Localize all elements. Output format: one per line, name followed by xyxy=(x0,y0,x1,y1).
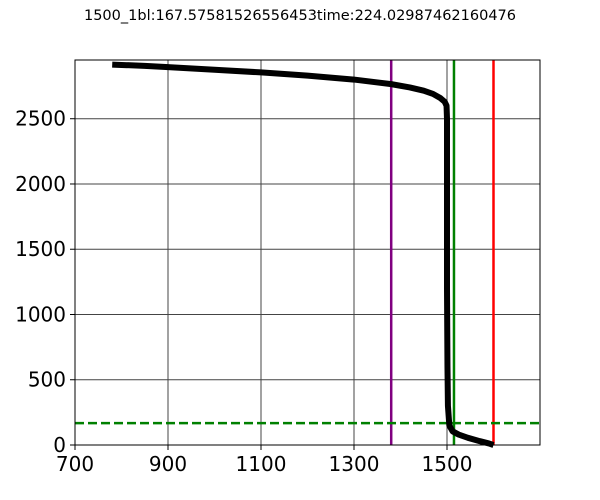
reference-lines xyxy=(75,60,540,445)
tick-labels: 700 900 1100 1300 1500 0 500 1000 1500 2000 2500 xyxy=(15,107,472,476)
chart-title: 1500_1bl:167.57581526556453time:224.0298… xyxy=(83,8,517,24)
y-tick-label: 1000 xyxy=(15,302,66,326)
y-tick-label: 2000 xyxy=(15,172,66,196)
x-tick-label: 1300 xyxy=(329,452,380,476)
x-tick-label: 1100 xyxy=(236,452,287,476)
grid-lines xyxy=(74,60,540,446)
x-tick-label: 1500 xyxy=(422,452,473,476)
plot-frame-rect xyxy=(74,59,541,446)
y-tick-label: 0 xyxy=(53,433,66,457)
y-tick-label: 1500 xyxy=(15,237,66,261)
x-tick-label: 700 xyxy=(56,452,94,476)
series-layer xyxy=(112,61,495,448)
plot-frame xyxy=(70,59,541,450)
y-tick-label: 2500 xyxy=(15,107,66,131)
series-line-0 xyxy=(112,61,495,448)
x-tick-label: 900 xyxy=(149,452,187,476)
y-tick-label: 500 xyxy=(28,368,66,392)
